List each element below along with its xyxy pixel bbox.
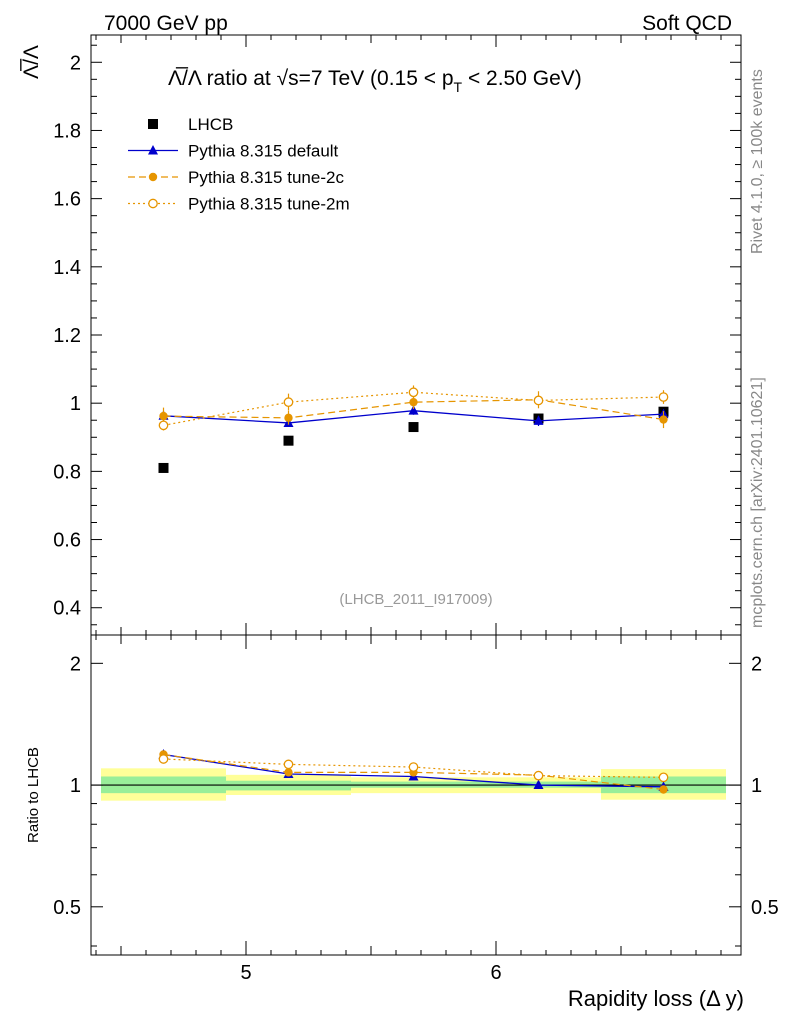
main-y-tick-labels: 0.4 0.6 0.8 1 1.2 1.4 1.6 1.8 2 [53,52,81,619]
legend-marker [148,145,158,155]
ratio-y-tick-label-right: 0.5 [751,897,779,919]
ratio-y-axis-label: Ratio to LHCB [25,747,42,843]
main-data-point [533,415,544,425]
mcplots-label: mcplots.cern.ch [arXiv:2401.10621] [749,377,766,628]
ratio-series-line [163,753,664,791]
main-y-tick-label: 0.6 [53,530,81,552]
ratio-y-tick-label-left: 0.5 [53,897,81,919]
main-y-tick-label: 1.2 [53,325,81,347]
main-data-point [658,392,669,402]
main-y-tick-label: 0.4 [53,598,81,620]
legend-marker [148,198,158,209]
chart-title-subscript: T [454,79,463,95]
main-y-tick-label: 0.8 [53,461,81,483]
main-data-point [158,462,169,473]
main-data-point [284,413,293,423]
main-data-point [408,422,419,433]
main-y-tick-label: 1.8 [53,120,81,142]
main-data-point [283,435,294,446]
main-y-tick-label: 1.6 [53,189,81,211]
x-axis-label: Rapidity loss (Δ y) [568,986,744,1011]
ratio-data-point [658,772,669,783]
main-axis-ticks [91,35,741,635]
legend-marker [148,119,158,129]
main-plot: 0.4 0.6 0.8 1 1.2 1.4 1.6 1.8 2 Λ̅/Λ Λ̅/Λ ratio … [20,34,742,636]
main-data-point [283,397,294,408]
ratio-data-point [284,768,293,777]
ratio-x-tick-label: 5 [240,962,251,984]
legend: LHCB Pythia 8.315 default Pythia 8.315 tun… [128,115,350,214]
ratio-y-tick-label-right: 2 [751,653,762,675]
ratio-series-layer [158,749,669,794]
ratio-data-point [659,785,668,794]
ratio-y-tick-label-left: 2 [70,653,81,675]
ratio-axis-ticks [91,635,741,955]
ratio-plot-frame [90,634,742,956]
legend-label: Pythia 8.315 tune-2c [188,168,344,187]
main-series-line [163,399,664,421]
rivet-label: Rivet 4.1.0, ≥ 100k events [749,69,766,254]
legend-label: LHCB [188,115,233,134]
ratio-y-tick-label-right: 1 [751,775,762,797]
main-data-point [533,395,544,406]
main-y-axis-label: Λ̅/Λ [20,45,43,79]
ratio-data-point [533,770,544,781]
legend-label: Pythia 8.315 default [188,142,339,161]
ratio-x-tick-label: 6 [490,962,501,984]
chart-title-suffix: < 2.50 GeV) [462,67,582,90]
header-right: Soft QCD [642,12,732,35]
main-series-layer [158,385,669,473]
ratio-data-point [533,779,544,790]
chart-title: Λ̅/Λ ratio at √s=7 TeV (0.15 < pT < 2.50… [168,67,582,95]
legend-marker [148,172,158,182]
main-y-tick-label: 2 [70,52,81,74]
ratio-data-point [408,762,419,772]
main-data-point [158,420,169,431]
analysis-watermark: (LHCB_2011_I917009) [339,591,492,608]
main-data-point [408,387,419,398]
ratio-data-point [158,754,169,764]
header-left: 7000 GeV pp [104,12,228,35]
chart-title-sqrt: √ [277,67,289,90]
ratio-y-tick-labels: 0.5 0.5 1 1 2 2 [53,653,779,918]
ratio-data-point [283,759,294,770]
main-data-point [409,397,418,407]
legend-label: Pythia 8.315 tune-2m [188,195,350,214]
main-data-point [408,405,419,415]
chart-title-energy: s=7 TeV (0.15 < p [288,67,453,90]
ratio-y-tick-label-left: 1 [70,775,81,797]
main-y-tick-label: 1.4 [53,257,81,279]
chart-title-prefix: Λ̅/Λ ratio at [168,67,277,90]
main-data-point [159,411,168,421]
main-y-tick-label: 1 [70,393,81,415]
main-data-point [659,415,668,424]
